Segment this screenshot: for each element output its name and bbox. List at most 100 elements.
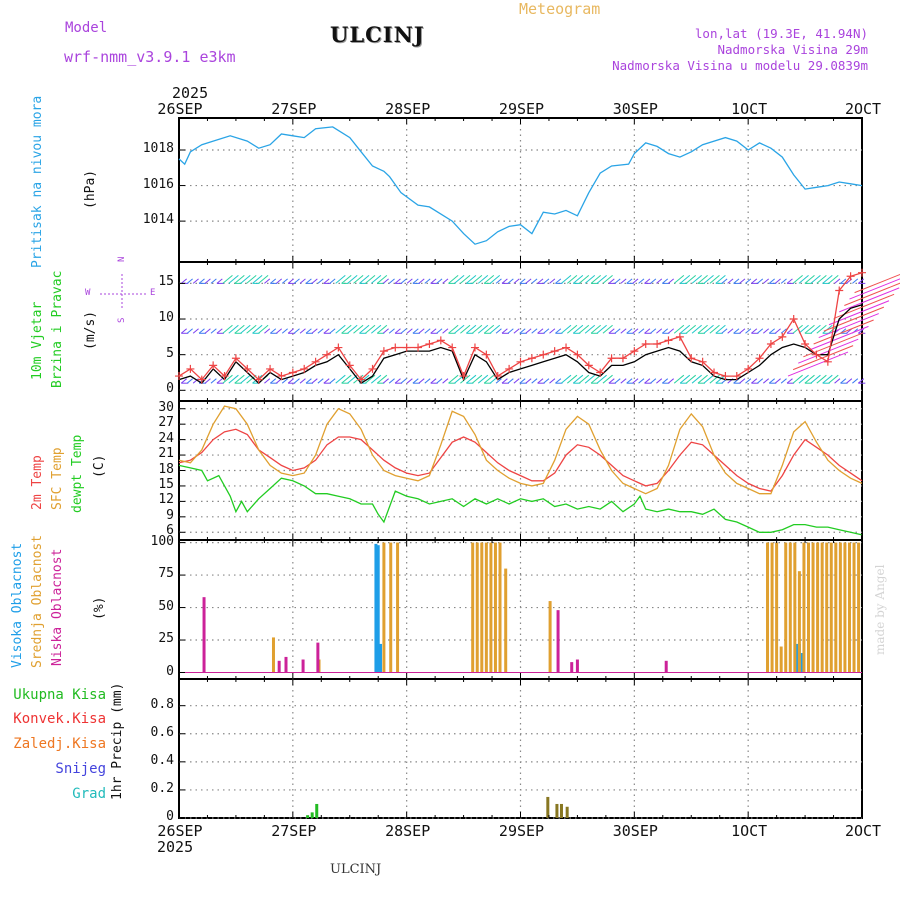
wind-barb: [751, 328, 758, 334]
bar-srednja-oblacnost: [498, 542, 502, 673]
x-axis-label-bottom: 2OCT: [844, 822, 882, 840]
wind-barb: [519, 378, 526, 384]
wind-barb: [442, 278, 449, 284]
ytick-label-precip: 0.2: [150, 780, 174, 796]
wind-barb: [572, 374, 584, 384]
bar-srednja-oblacnost: [802, 542, 806, 673]
wind-barb: [240, 324, 251, 334]
wind-barb: [311, 328, 318, 334]
wind-barb: [555, 378, 562, 384]
wind-barb: [632, 378, 639, 384]
wind-barb: [662, 328, 669, 334]
wind-barb: [412, 378, 419, 384]
wind-barb: [460, 275, 471, 284]
wind-barb: [650, 378, 657, 384]
wind-barb: [442, 328, 449, 334]
wind-barb: [192, 328, 199, 334]
wind-barb: [685, 374, 697, 384]
wind-barb: [507, 278, 514, 284]
gust-marker: [675, 332, 684, 341]
ytick-label-wind: 5: [166, 345, 174, 361]
wind-barb: [632, 278, 639, 284]
wind-barb: [762, 278, 770, 284]
wind-barb: [317, 378, 324, 384]
gust-marker: [710, 368, 719, 377]
bar-visoka-oblacnost: [378, 643, 382, 673]
gust-marker: [664, 336, 673, 345]
wind-barb: [252, 275, 263, 284]
ytick-label-wind: 10: [158, 310, 174, 326]
wind-barb: [382, 328, 389, 334]
gust-marker: [516, 357, 525, 366]
compass-west: W: [85, 288, 91, 298]
wind-barb: [180, 278, 187, 284]
wind-barb: [210, 328, 217, 334]
wind-barb: [673, 324, 685, 334]
wind-barb: [228, 324, 239, 334]
wind-barb: [234, 275, 245, 284]
wind-barb: [667, 278, 675, 284]
wind-barb: [786, 278, 793, 284]
gust-marker: [846, 272, 855, 281]
wind-barb: [246, 324, 257, 334]
bar-srednja-oblacnost: [852, 542, 856, 673]
wind-barb: [804, 275, 815, 284]
mid-cloud-axis-title: Srednja Oblacnost: [30, 534, 45, 668]
ytick-label-temperature: 21: [158, 446, 174, 462]
wind-barb: [430, 378, 437, 384]
wind-barb: [762, 378, 770, 384]
series-line-speed: [178, 304, 863, 385]
ytick-label-temperature: 27: [158, 415, 174, 431]
bar-srednja-oblacnost: [788, 542, 792, 673]
wind-barb: [691, 324, 702, 334]
ytick-label-precip: 0.8: [150, 696, 174, 712]
gust-marker: [653, 339, 662, 348]
legend-snow: Snijeg: [55, 761, 106, 777]
wind-barb: [371, 324, 382, 334]
wind-barb: [858, 378, 865, 384]
wind-barb: [727, 328, 734, 334]
wind-barb: [703, 374, 714, 384]
wind-barb: [489, 275, 501, 284]
wind-barb: [608, 328, 615, 334]
panel-frame-precip: [178, 678, 863, 819]
wind-barb: [644, 378, 651, 384]
wind-barb: [376, 275, 388, 284]
wind-barb: [810, 374, 821, 384]
wind-barb: [477, 374, 489, 384]
bar-niska-oblacnost: [202, 597, 206, 673]
wind-barb: [471, 374, 483, 384]
wind-barb: [685, 275, 697, 284]
gust-marker: [357, 375, 366, 384]
low-cloud-axis-title: Niska Oblacnost: [50, 548, 65, 666]
wind-axis-title-1: 10m Vjetar: [30, 301, 45, 380]
bar-srednja-oblacnost: [389, 542, 393, 673]
bar-srednja-oblacnost: [484, 542, 488, 673]
wind-barb: [186, 278, 193, 284]
ytick-label-pressure: 1018: [142, 141, 174, 156]
wind-barb: [406, 278, 413, 284]
wind-barb-strong: [818, 313, 879, 339]
wind-barb: [745, 378, 752, 384]
wind-barb: [477, 275, 489, 284]
gust-marker: [254, 375, 263, 384]
wind-compass-cross: [100, 274, 146, 308]
bar-visoka-oblacnost: [795, 643, 799, 673]
year-top: 2025: [172, 84, 209, 102]
wind-barb: [264, 278, 271, 284]
legend-graupel: Grad: [72, 786, 106, 802]
wind-barb: [567, 275, 578, 284]
compass-south: S: [117, 317, 127, 323]
wind-barb: [204, 328, 211, 334]
wind-barb: [186, 378, 193, 384]
wind-barb: [412, 328, 419, 334]
wind-barb: [656, 378, 663, 384]
wind-barb: [852, 278, 859, 284]
gust-marker: [801, 339, 810, 348]
wind-barb: [371, 275, 382, 284]
wind-barb: [442, 378, 449, 384]
gust-marker: [311, 357, 320, 366]
wind-barb: [412, 278, 419, 284]
wind-barb: [305, 378, 312, 384]
gust-marker: [277, 372, 286, 381]
